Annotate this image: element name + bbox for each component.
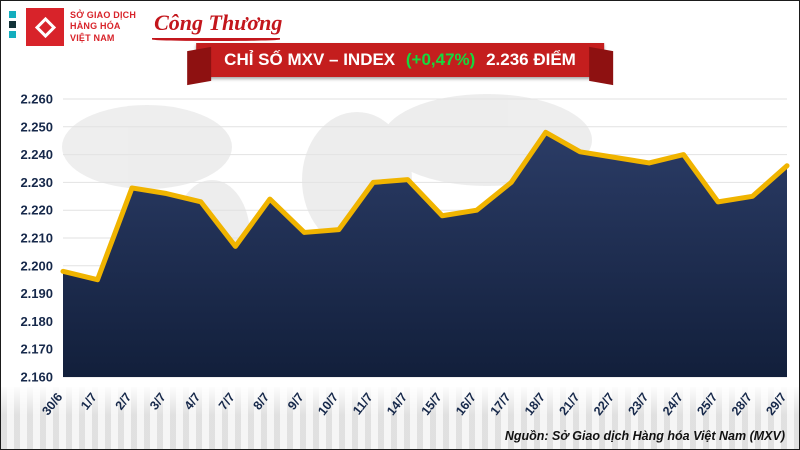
svg-text:16/7: 16/7 xyxy=(453,390,479,418)
title-banner: CHỈ SỐ MXV – INDEX (+0,47%) 2.236 ĐIỂM xyxy=(196,43,604,77)
accent-square-icon xyxy=(9,11,16,18)
crowd-texture-background xyxy=(1,387,799,449)
svg-text:2.230: 2.230 xyxy=(20,175,53,190)
svg-text:18/7: 18/7 xyxy=(522,390,548,418)
svg-text:11/7: 11/7 xyxy=(350,390,376,417)
svg-text:14/7: 14/7 xyxy=(384,390,410,418)
svg-text:2.170: 2.170 xyxy=(20,342,53,357)
svg-text:2.160: 2.160 xyxy=(20,370,53,385)
banner-title: CHỈ SỐ MXV – INDEX xyxy=(224,50,396,69)
svg-text:24/7: 24/7 xyxy=(660,390,686,418)
svg-text:2.200: 2.200 xyxy=(20,258,53,273)
diamond-shape-icon xyxy=(34,16,56,38)
svg-text:17/7: 17/7 xyxy=(488,390,514,418)
mxv-logo-line2: HÀNG HÓA xyxy=(70,21,121,32)
svg-text:3/7: 3/7 xyxy=(147,390,169,412)
source-caption: Nguồn: Sở Giao dịch Hàng hóa Việt Nam (M… xyxy=(504,429,785,443)
accent-square-icon xyxy=(9,31,16,38)
congthuong-logo: Công Thương xyxy=(150,8,290,44)
svg-text:15/7: 15/7 xyxy=(419,390,445,418)
mxv-logo-text: SỞ GIAO DỊCH HÀNG HÓA VIỆT NAM xyxy=(70,10,136,44)
svg-text:9/7: 9/7 xyxy=(285,390,307,412)
svg-text:21/7: 21/7 xyxy=(556,390,582,418)
svg-text:1/7: 1/7 xyxy=(78,390,100,412)
svg-text:28/7: 28/7 xyxy=(729,390,755,418)
svg-text:23/7: 23/7 xyxy=(625,390,651,418)
svg-text:4/7: 4/7 xyxy=(182,390,204,412)
svg-text:30/6: 30/6 xyxy=(39,390,65,418)
svg-text:2.190: 2.190 xyxy=(20,286,53,301)
mxv-diamond-icon xyxy=(26,8,64,46)
mxv-logo-line3: VIỆT NAM xyxy=(70,32,115,43)
banner-value: 2.236 ĐIỂM xyxy=(486,50,576,69)
svg-text:7/7: 7/7 xyxy=(216,390,238,412)
svg-text:2.210: 2.210 xyxy=(20,231,53,246)
svg-text:22/7: 22/7 xyxy=(591,390,617,418)
svg-text:29/7: 29/7 xyxy=(763,390,789,418)
mxv-logo: SỞ GIAO DỊCH HÀNG HÓA VIỆT NAM xyxy=(26,8,136,46)
svg-text:2.250: 2.250 xyxy=(20,119,53,134)
brand-accent-squares xyxy=(9,8,16,38)
mxv-index-area-chart: 2.260 2.250 2.240 2.230 2.220 2.210 2.200 2.190… xyxy=(20,92,790,418)
svg-text:25/7: 25/7 xyxy=(694,390,720,418)
svg-text:2.240: 2.240 xyxy=(20,147,53,162)
mxv-logo-line1: SỞ GIAO DỊCH xyxy=(70,10,137,21)
banner-change: (+0,47%) xyxy=(405,50,476,69)
svg-text:10/7: 10/7 xyxy=(315,390,341,418)
svg-text:2/7: 2/7 xyxy=(113,390,135,412)
svg-text:2.260: 2.260 xyxy=(20,92,53,107)
accent-square-icon xyxy=(9,21,16,28)
svg-text:2.220: 2.220 xyxy=(20,203,53,218)
svg-text:2.180: 2.180 xyxy=(20,314,53,329)
header-logos: SỞ GIAO DỊCH HÀNG HÓA VIỆT NAM Công Thươ… xyxy=(9,8,290,46)
svg-text:8/7: 8/7 xyxy=(250,390,272,412)
